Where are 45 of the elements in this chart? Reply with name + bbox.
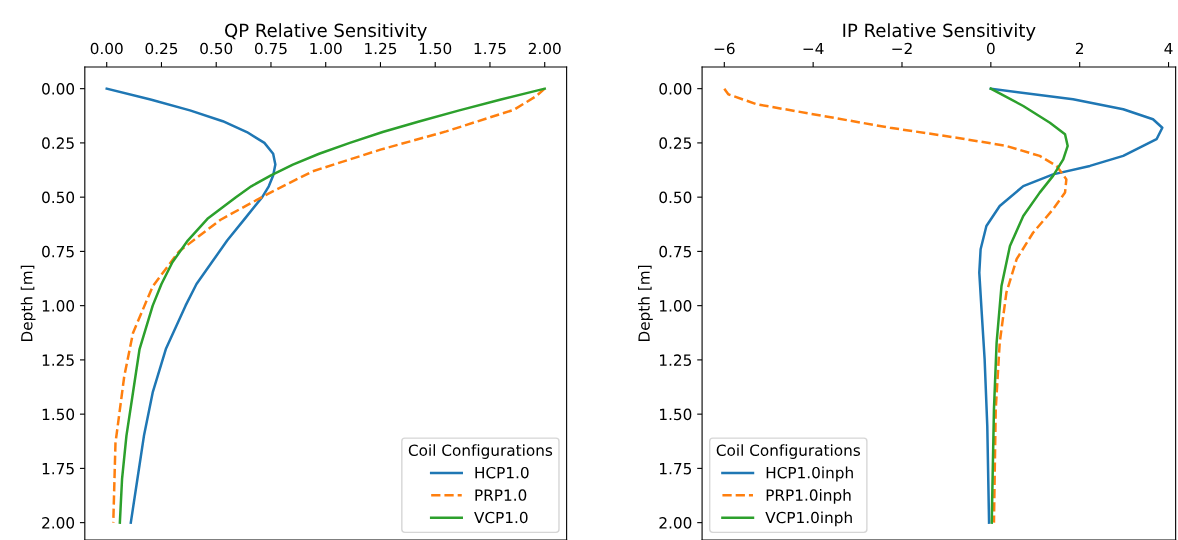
y-tick-label: 2.00 [42, 517, 75, 529]
x-tick-label: 1.00 [310, 42, 342, 55]
legend-label: HCP1.0 [475, 466, 529, 479]
y-axis-title: Depth [m] [20, 265, 36, 342]
y-tick-label: 1.75 [660, 463, 692, 475]
x-tick-label: 0 [986, 42, 995, 55]
y-tick-label: 1.00 [42, 300, 75, 312]
x-tick-label: 0.25 [145, 42, 178, 55]
y-tick-label: 1.25 [42, 354, 74, 366]
legend-label: PRP1.0inph [766, 489, 851, 504]
y-tick-label: 0.50 [42, 191, 75, 204]
x-tick-label: 4 [1164, 42, 1173, 55]
y-axis-title: Depth [m] [638, 265, 653, 342]
x-tick-label: 0.00 [90, 42, 123, 55]
x-axis-title: QP Relative Sensitivity [225, 23, 427, 41]
legend-title: Coil Configurations [408, 444, 553, 459]
x-tick-label: 0.75 [254, 42, 287, 55]
y-tick-label: 1.50 [660, 408, 692, 421]
y-tick-label: 0.00 [42, 83, 75, 95]
legend-label: VCP1.0inph [765, 511, 852, 527]
y-tick-label: 0.25 [659, 137, 692, 149]
x-tick-label: 0.50 [200, 42, 233, 55]
y-tick-label: 0.75 [42, 245, 74, 258]
x-axis-title: IP Relative Sensitivity [843, 23, 1036, 41]
legend-label: VCP1.0 [474, 511, 528, 524]
x-tick-label: 2.00 [528, 42, 561, 55]
x-tick-label: 2 [1075, 42, 1084, 55]
x-tick-label: −2 [892, 42, 912, 55]
y-tick-label: 0.75 [659, 245, 692, 258]
x-tick-label: 1.75 [474, 42, 506, 55]
y-tick-label: 0.00 [659, 83, 692, 95]
x-tick-label: 1.50 [419, 42, 452, 55]
legend-title: Coil Configurations [716, 444, 861, 459]
y-tick-label: 1.00 [660, 300, 692, 312]
x-tick-label: 1.25 [365, 42, 397, 55]
y-tick-label: 0.25 [42, 137, 74, 149]
legend-label: HCP1.0inph [766, 466, 853, 482]
y-tick-label: 1.75 [42, 463, 74, 475]
legend-label: PRP1.0 [475, 489, 527, 501]
y-tick-label: 1.50 [42, 408, 75, 421]
x-tick-label: −4 [803, 42, 824, 55]
x-tick-label: −6 [714, 42, 735, 55]
y-tick-label: 0.50 [659, 191, 692, 204]
y-tick-label: 2.00 [659, 517, 692, 529]
y-tick-label: 1.25 [660, 354, 692, 366]
